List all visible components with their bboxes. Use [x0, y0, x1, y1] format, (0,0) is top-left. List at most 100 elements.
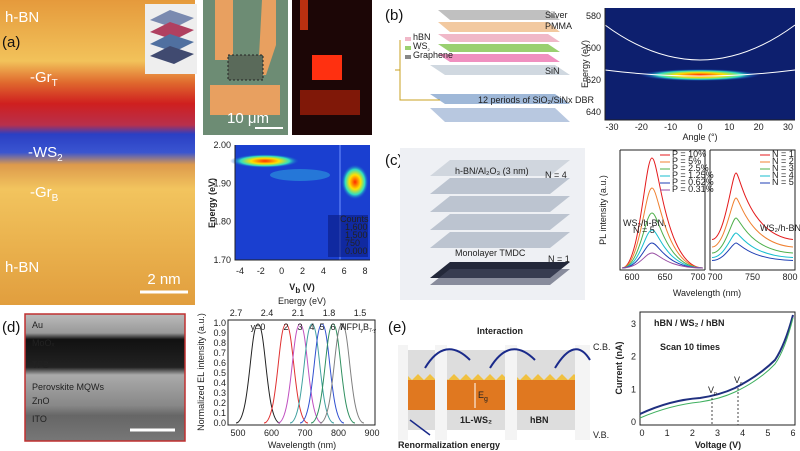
x-tick-label: 1.5 — [354, 308, 367, 318]
x-tick-label: -20 — [635, 122, 648, 132]
scale-label: 10 μm — [227, 110, 269, 127]
layer-label: Au — [32, 320, 43, 330]
device-stack — [395, 10, 570, 122]
colorbar-tick: 1,500 — [345, 230, 368, 240]
y-tick-label: 1.90 — [213, 178, 231, 188]
pl-curve — [621, 229, 704, 269]
y-tick-label: 1.70 — [213, 255, 231, 265]
legend-label: hBN — [413, 32, 431, 42]
y-axis-label: Energy (eV) — [580, 40, 590, 88]
x-tick-label: 900 — [364, 428, 379, 438]
pl-curve — [711, 172, 794, 240]
layer-label: Perovskite MQWs — [32, 382, 105, 392]
stack-label: h-BN/Al₂O₃ (3 nm) — [455, 166, 529, 176]
peak-label: 5 — [319, 322, 324, 332]
y-tick-label: 1 — [631, 384, 636, 394]
legend-label: P = 0.31% — [672, 184, 714, 194]
y-tick-label: 2 — [631, 352, 636, 362]
layer-label: ITO — [32, 414, 47, 424]
pl-curve — [621, 212, 704, 269]
legend-label: P = 2.5% — [672, 163, 709, 173]
peak-label: 2 — [283, 322, 288, 332]
peak-label: 4 — [309, 322, 314, 332]
layer-label: ZnO — [32, 396, 50, 406]
pl-curve — [621, 242, 704, 269]
el-curve — [319, 323, 365, 424]
stack-label: PMMA — [545, 21, 572, 31]
layer-label: MoOₓ — [32, 338, 55, 348]
x-tick-label: 6 — [342, 266, 347, 276]
legend-label: P = 0.62% — [672, 177, 714, 187]
layer-label: -GrT — [30, 69, 58, 89]
x-tick-label: 600 — [624, 272, 639, 282]
stack-label: N = 4 — [545, 170, 567, 180]
y-tick-label: 0.4 — [213, 378, 226, 388]
layer-label: TFB — [32, 360, 49, 370]
y-tick-label: 580 — [586, 11, 601, 21]
colorbar-tick: 750 — [345, 238, 360, 248]
top-axis-label: Energy (eV) — [278, 296, 326, 306]
panel-label: (d) — [2, 319, 20, 336]
stack-label: SiN — [545, 66, 560, 76]
x-axis-label: Angle (°) — [682, 132, 717, 142]
x-axis-label: Voltage (V) — [695, 440, 741, 450]
x-tick-label: 30 — [783, 122, 793, 132]
y-tick-label: 1.0 — [213, 318, 226, 328]
x-tick-label: 4 — [740, 428, 745, 438]
x-tick-label: 0 — [697, 122, 702, 132]
el-curve — [299, 323, 345, 424]
panel-label: (a) — [2, 34, 20, 51]
y-tick-label: 600 — [586, 43, 601, 53]
x-tick-label: 2.4 — [261, 308, 274, 318]
y-tick-label: 3 — [631, 319, 636, 329]
x-tick-label: 8 — [362, 266, 367, 276]
x-tick-label: 500 — [230, 428, 245, 438]
x-tick-label: 700 — [297, 428, 312, 438]
x-tick-label: 1.8 — [323, 308, 336, 318]
dispersion-map — [605, 8, 795, 120]
y-axis-label: Normalized EL intensity (a.u.) — [196, 313, 206, 431]
note: Renormalization energy — [398, 440, 500, 450]
plot-title: hBN / WS₂ / hBN — [654, 318, 725, 328]
el-curve — [310, 323, 356, 424]
peak-label: 6 — [330, 322, 335, 332]
panel-label: (c) — [385, 152, 403, 169]
y-tick-label: 0.1 — [213, 408, 226, 418]
note: WS₂/h-BN, — [623, 218, 667, 228]
colorbar-tick: 0.000 — [345, 246, 368, 256]
y-tick-label: 0.3 — [213, 388, 226, 398]
x-tick-label: 750 — [745, 272, 760, 282]
legend-label: WS2 — [413, 41, 431, 52]
inset-stack — [145, 4, 197, 74]
y-tick-label: 0.6 — [213, 358, 226, 368]
y-axis-label: Current (nA) — [614, 342, 624, 395]
x-tick-label: 2.7 — [230, 308, 243, 318]
panel-b: (b) Silver PMMA SiN 12 periods of SiO₂/S… — [385, 7, 796, 142]
layer-label: h-BN — [5, 9, 39, 26]
x-tick-label: 10 — [724, 122, 734, 132]
y-axis-label: Energy (eV) — [207, 178, 217, 228]
y-tick-label: 2.00 — [213, 140, 231, 150]
x-tick-label: -10 — [664, 122, 677, 132]
el-curve — [263, 323, 309, 424]
pl-curve — [621, 187, 704, 269]
stack-label: N = 1 — [548, 254, 570, 264]
pl-curve — [711, 197, 794, 248]
peak-label: y=0 — [251, 322, 266, 332]
x-tick-label: 5 — [765, 428, 770, 438]
note: N = 5 — [633, 225, 655, 235]
legend-label: P = 1.25% — [672, 170, 714, 180]
panel-d: (d) Au MoOₓ TFB Perovskite MQWs ZnO ITO y=0 2 3… — [2, 296, 376, 450]
layer-label: 1L-WS₂ — [460, 415, 492, 425]
layer-label: -WS2 — [28, 144, 63, 164]
stack-label: 12 periods of SiO₂/SiNx DBR — [478, 95, 595, 105]
x-tick-label: 0 — [279, 266, 284, 276]
panel-a: h-BN (a) -GrT -WS2 -GrB h-BN 2 nm 10 μm … — [0, 0, 372, 305]
tem-image — [24, 313, 186, 442]
note: WS₂/h-BN — [760, 223, 800, 233]
x-axis-label: Wavelength (nm) — [673, 288, 741, 298]
legend-label: P = 5% — [672, 156, 701, 166]
y-tick-label: 0.0 — [213, 418, 226, 428]
legend-label: N = 3 — [772, 163, 794, 173]
y-tick-label: 640 — [586, 107, 601, 117]
